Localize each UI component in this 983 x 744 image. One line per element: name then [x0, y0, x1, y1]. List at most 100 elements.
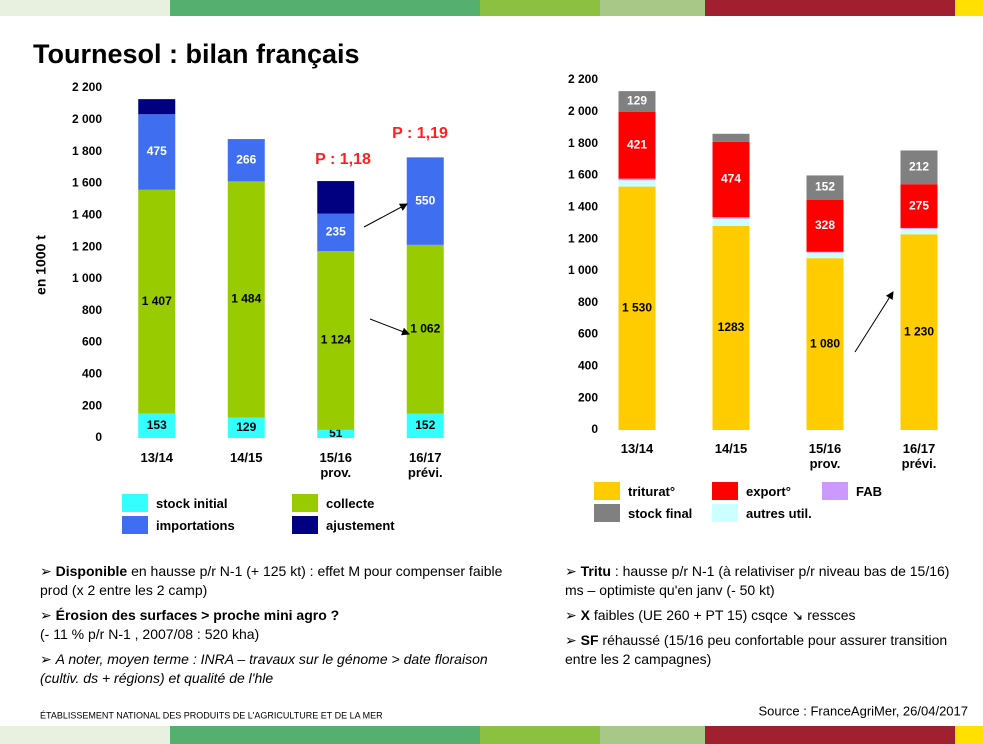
arrow: [854, 291, 894, 353]
bar-segment: [806, 252, 844, 259]
bar-segment: [900, 234, 938, 430]
legend-item: triturat°: [594, 482, 712, 500]
y-tick-label: 0: [95, 430, 102, 444]
legend-item: importations: [122, 516, 292, 534]
y-tick-label: 800: [578, 295, 598, 309]
legend-swatch: [122, 516, 148, 534]
legend-label: triturat°: [628, 483, 676, 499]
data-label: 550: [415, 193, 435, 207]
legend-swatch: [122, 494, 148, 512]
y-axis-label: en 1000 t: [33, 235, 49, 295]
note-italic: A noter, moyen terme : INRA – travaux su…: [40, 651, 488, 686]
y-tick-label: 800: [82, 303, 102, 317]
note-bold: Disponible: [55, 563, 128, 579]
y-tick-label: 1 400: [568, 199, 598, 213]
note-text: réhaussé (15/16 peu confortable pour ass…: [565, 632, 948, 667]
y-tick-label: 200: [578, 390, 598, 404]
bar-segment: [806, 175, 844, 200]
data-label: 153: [147, 418, 167, 432]
footer-source: Source : FranceAgriMer, 26/04/2017: [758, 703, 968, 718]
legend-label: stock initial: [156, 495, 228, 511]
data-label: 129: [236, 420, 256, 434]
data-label: 152: [815, 180, 835, 194]
data-label: 1 484: [231, 292, 261, 306]
bar-segment: [900, 150, 938, 185]
legend-label: ajustement: [326, 517, 395, 533]
bar-segment: [317, 429, 355, 438]
bar-segment: [900, 184, 938, 228]
y-tick-label: 400: [82, 367, 102, 381]
y-tick-label: 1 200: [72, 239, 102, 253]
legend-item: autres util.: [712, 504, 822, 522]
bar-segment: [138, 413, 176, 438]
notes-left: Disponible en hausse p/r N-1 (+ 125 kt) …: [40, 562, 510, 694]
y-tick-label: 600: [578, 327, 598, 341]
bar-segment: [618, 180, 656, 187]
note: X faibles (UE 260 + PT 15) csqce ↘ ressc…: [565, 606, 965, 625]
data-label: 152: [415, 418, 435, 432]
data-label: 1 080: [810, 336, 840, 350]
note: Tritu : hausse p/r N-1 (à relativiser p/…: [565, 562, 965, 600]
note-text: (- 11 % p/r N-1 , 2007/08 : 520 kha): [40, 626, 260, 642]
note: Disponible en hausse p/r N-1 (+ 125 kt) …: [40, 562, 510, 600]
bar-segment: [227, 139, 265, 182]
footer-organisation: ÉTABLISSEMENT NATIONAL DES PRODUITS DE L…: [40, 710, 383, 720]
note-text: en hausse p/r N-1 (+ 125 kt) : effet M p…: [40, 563, 503, 598]
y-tick-label: 600: [82, 335, 102, 349]
legend-label: export°: [746, 483, 791, 499]
data-label: 1 530: [622, 300, 652, 314]
bar-segment: [806, 199, 844, 252]
y-tick-label: 1 600: [72, 176, 102, 190]
legend-item: export°: [712, 482, 822, 500]
data-label: 474: [721, 172, 741, 186]
data-label: 1 124: [321, 333, 351, 347]
legend-label: collecte: [326, 495, 375, 511]
legend-label: autres util.: [746, 505, 812, 521]
data-label: 212: [909, 160, 929, 174]
legend-swatch: [292, 516, 318, 534]
bar-segment: [317, 181, 355, 214]
y-tick-label: 2 200: [72, 80, 102, 94]
legend-item: ajustement: [292, 516, 442, 534]
note-bold: Érosion des surfaces > proche mini agro …: [55, 607, 340, 623]
note-text: : hausse p/r N-1 (à relativiser p/r nive…: [565, 563, 950, 598]
bar-segment: [712, 141, 750, 218]
arrow: [363, 203, 408, 228]
data-label: 129: [627, 94, 647, 108]
legend-item: collecte: [292, 494, 442, 512]
legend-swatch: [712, 504, 738, 522]
y-tick-label: 2 000: [72, 112, 102, 126]
annotation: P : 1,19: [392, 125, 448, 142]
bar-segment: [712, 217, 750, 219]
x-tick-label: 15/16 prov.: [319, 450, 353, 480]
x-tick-label: 14/15: [714, 441, 748, 456]
note: A noter, moyen terme : INRA – travaux su…: [40, 650, 510, 688]
bar-segment: [227, 417, 265, 438]
x-tick-label: 16/17 prévi.: [901, 441, 937, 471]
y-tick-label: 400: [578, 359, 598, 373]
bar-segment: [317, 213, 355, 252]
bar-segment: [138, 114, 176, 190]
x-tick-label: 13/14: [140, 450, 174, 465]
annotation: P : 1,18: [315, 151, 371, 168]
slide-title: Tournesol : bilan français: [33, 39, 360, 69]
arrow: [369, 318, 410, 336]
legend-swatch: [292, 494, 318, 512]
data-label: 235: [326, 225, 346, 239]
legend-label: FAB: [856, 483, 882, 499]
bar-segment: [900, 228, 938, 235]
notes-right: Tritu : hausse p/r N-1 (à relativiser p/…: [565, 562, 965, 675]
legend: stock initial collecte importations ajustem…: [122, 494, 442, 534]
x-tick-label: 16/17 prévi.: [407, 450, 443, 480]
bar-segment: [712, 225, 750, 430]
legend-item: stock final: [594, 504, 712, 522]
legend-label: importations: [156, 517, 235, 533]
data-label: 328: [815, 218, 835, 232]
data-label: 475: [147, 144, 167, 158]
bar-segment: [317, 251, 355, 430]
y-tick-label: 1 800: [568, 136, 598, 150]
y-tick-label: 1 200: [568, 231, 598, 245]
y-tick-label: 200: [82, 398, 102, 412]
